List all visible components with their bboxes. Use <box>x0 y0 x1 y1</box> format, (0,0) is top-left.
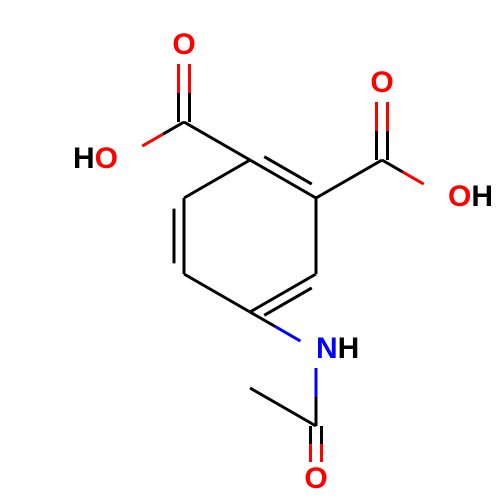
atom-label-o3: O <box>370 66 393 99</box>
atom-label-n1: NH <box>316 332 359 365</box>
atom-label-o5: O <box>304 462 327 495</box>
atom-label-o4: OH <box>448 180 493 213</box>
atom-label-o2: HO <box>73 142 118 175</box>
chemical-structure-svg: O HO O OH NH O <box>0 0 500 500</box>
atom-label-o1: O <box>172 28 195 61</box>
